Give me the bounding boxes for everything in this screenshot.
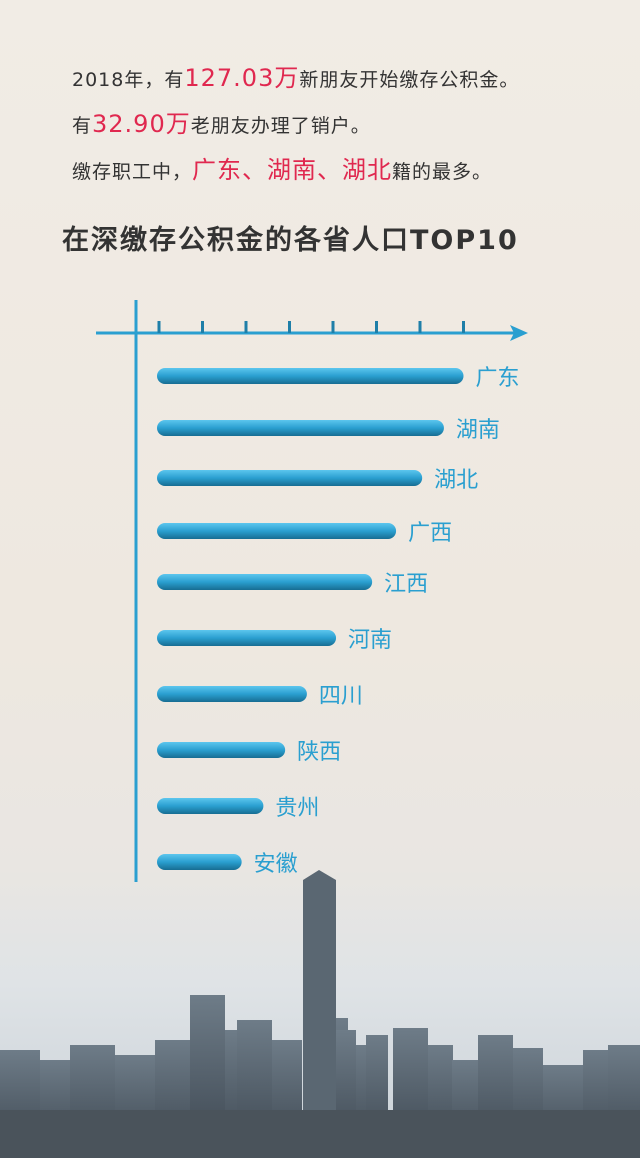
bar-label: 河南 — [348, 628, 392, 653]
bar-label: 广西 — [408, 521, 452, 546]
ground — [0, 1110, 640, 1158]
bar-安徽 — [157, 854, 242, 870]
bar-湖南 — [157, 420, 444, 436]
tower — [303, 870, 336, 1158]
bar-label: 湖南 — [456, 418, 500, 443]
bar-四川 — [157, 686, 307, 702]
text: 有 — [72, 115, 93, 137]
bar-label: 湖北 — [434, 468, 478, 493]
new-accounts-count: 127.03万 — [184, 64, 300, 92]
bar-label: 陕西 — [297, 740, 341, 765]
chart-title: 在深缴存公积金的各省人口TOP10 — [62, 225, 519, 256]
bar-河南 — [157, 630, 337, 646]
text: 老朋友办理了销户。 — [190, 115, 371, 137]
x-axis-arrow — [510, 325, 528, 341]
bar-广东 — [157, 368, 464, 384]
bar-江西 — [157, 574, 373, 590]
text: 新朋友开始缴存公积金。 — [299, 69, 520, 91]
bar-湖北 — [157, 470, 423, 486]
bar-label: 广东 — [476, 366, 520, 391]
bar-label: 江西 — [384, 572, 428, 597]
top-provinces: 广东、湖南、湖北 — [192, 156, 393, 184]
bar-label: 安徽 — [254, 852, 298, 877]
bar-贵州 — [157, 798, 264, 814]
text: 籍的最多。 — [392, 161, 493, 183]
bar-陕西 — [157, 742, 286, 758]
text: 缴存职工中， — [72, 161, 193, 183]
text: 2018年，有 — [72, 69, 185, 91]
intro-line-1: 2018年，有127.03万新朋友开始缴存公积金。 — [72, 58, 519, 93]
bar-label: 四川 — [319, 684, 363, 709]
bar-label: 贵州 — [275, 796, 319, 821]
bar-广西 — [157, 523, 397, 539]
intro-line-2: 有32.90万老朋友办理了销户。 — [72, 104, 371, 139]
intro-line-3: 缴存职工中，广东、湖南、湖北籍的最多。 — [72, 150, 492, 185]
closed-accounts-count: 32.90万 — [92, 110, 191, 138]
